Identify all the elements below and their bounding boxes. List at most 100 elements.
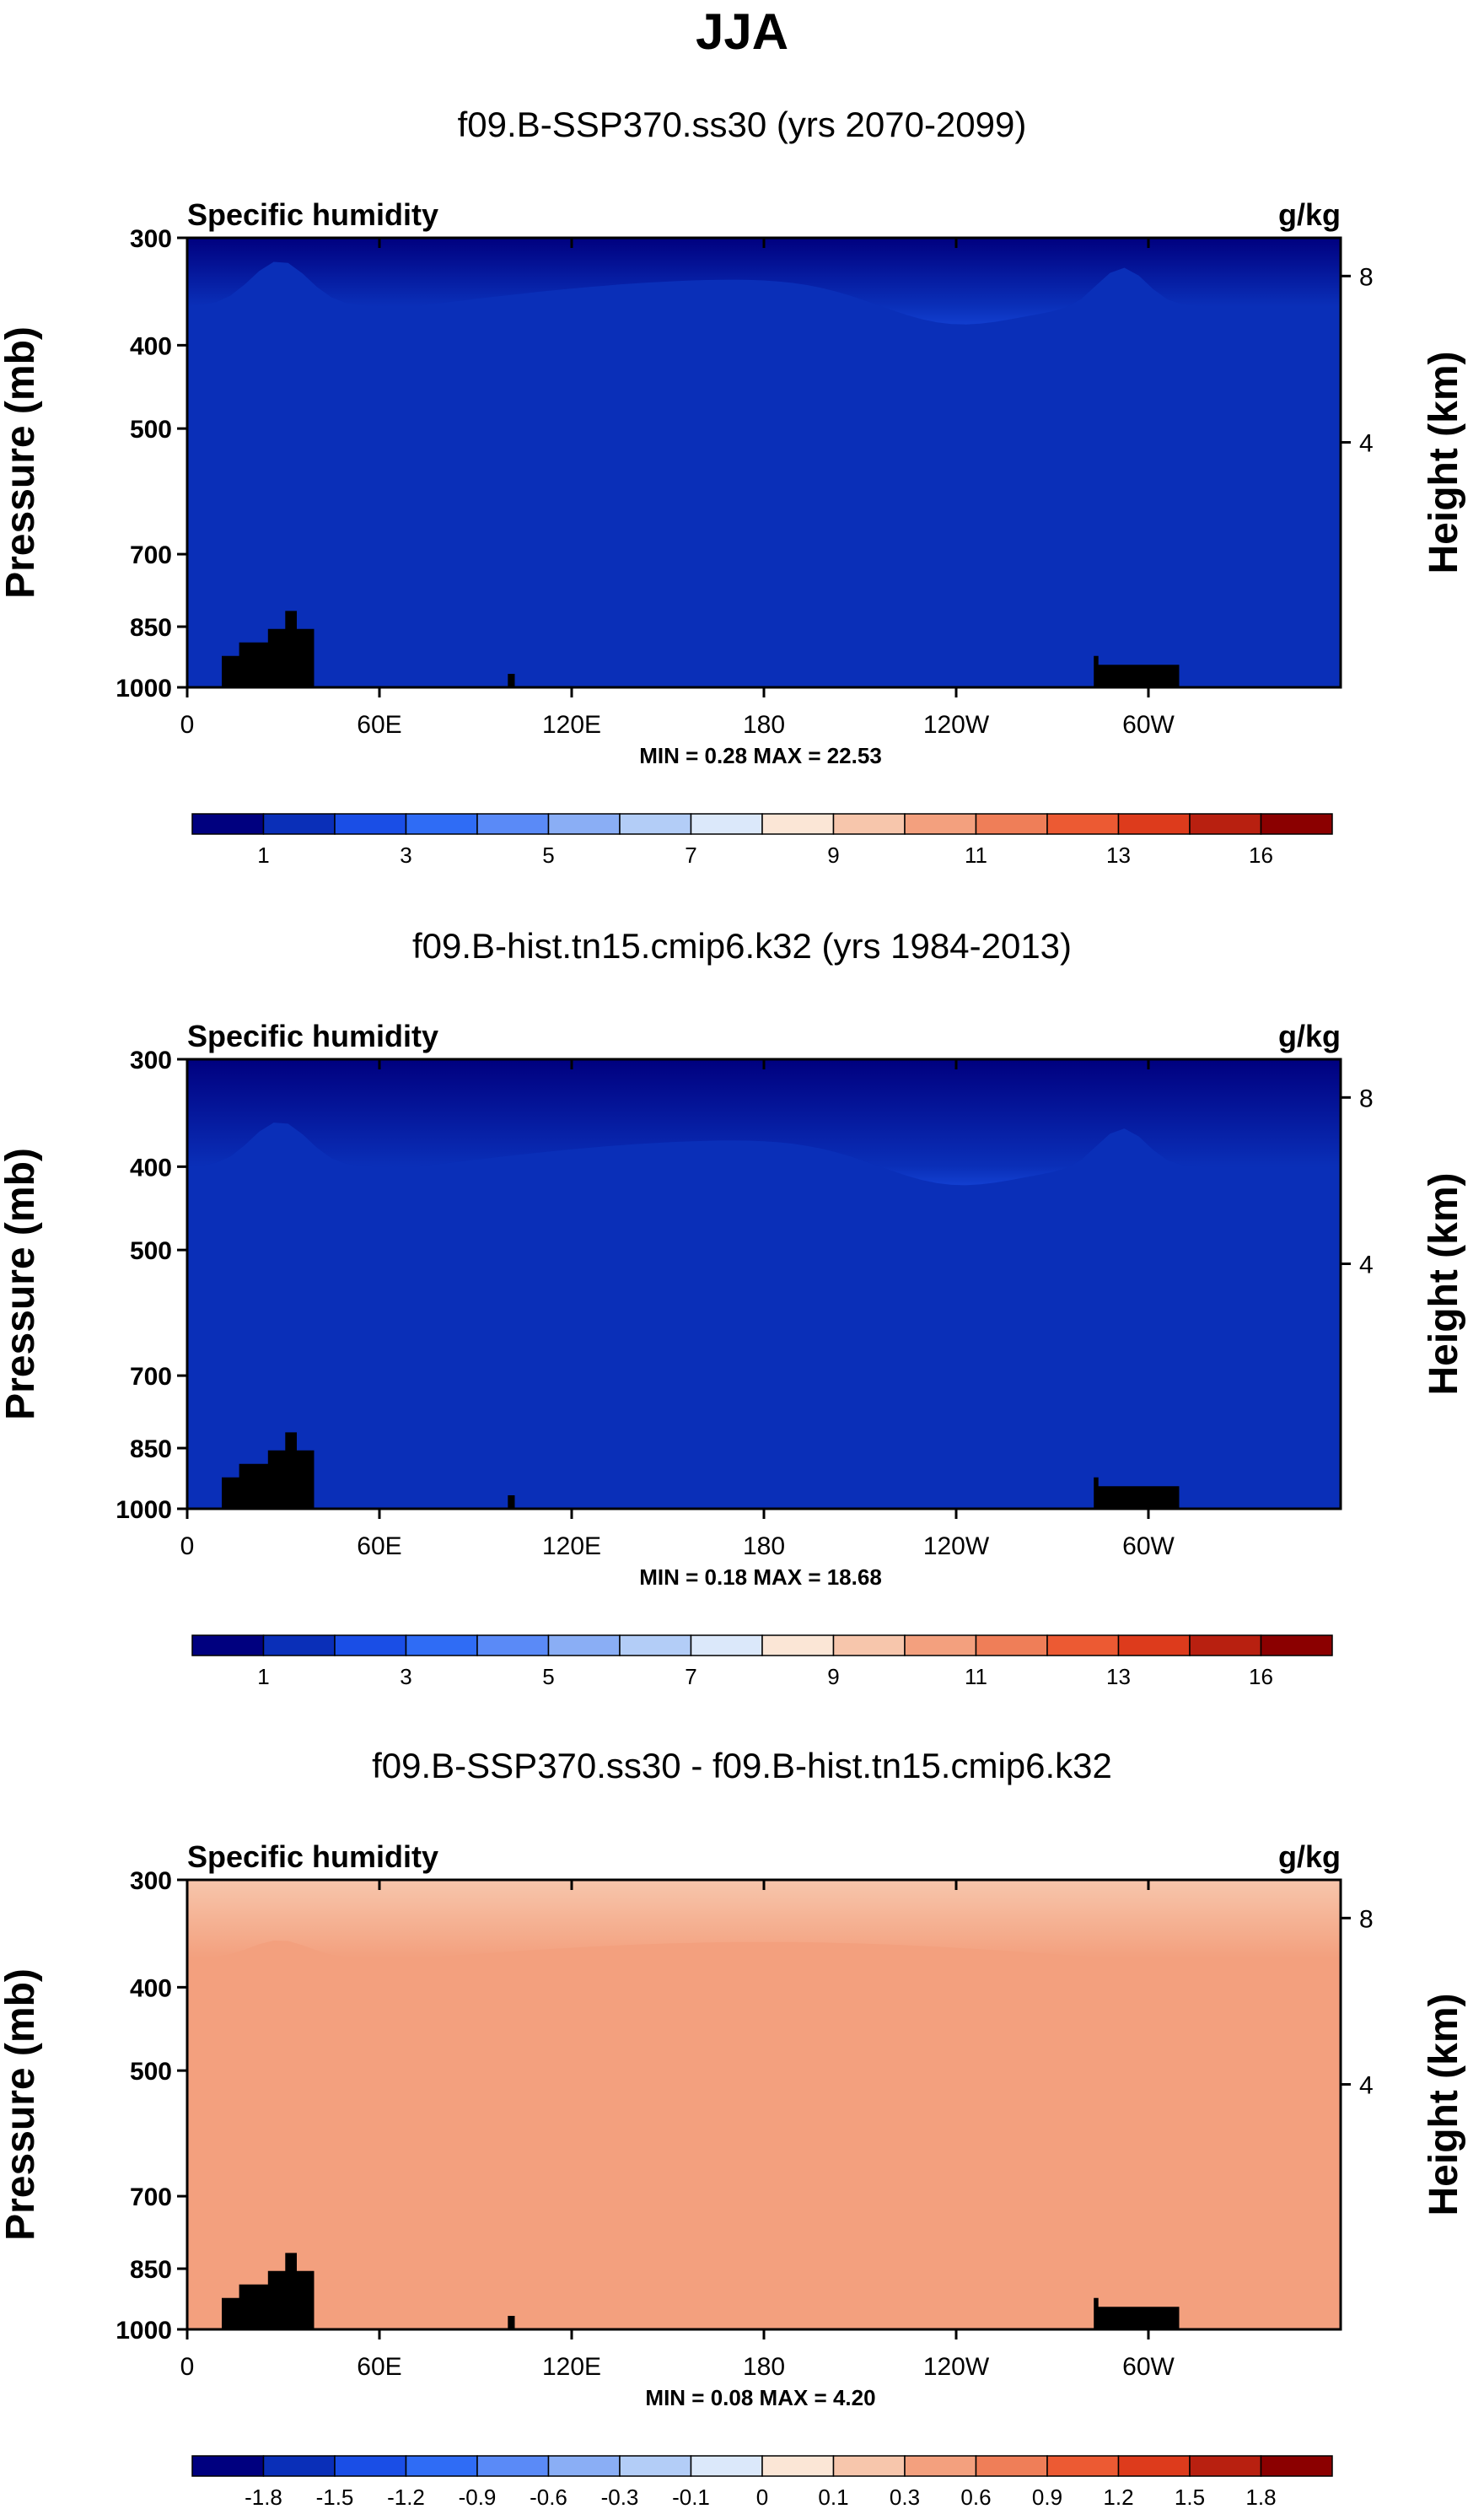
y-right-tick-label: 8 xyxy=(1359,1085,1374,1112)
x-tick-label: 60W xyxy=(1122,711,1175,739)
colorbar-box xyxy=(1046,813,1120,835)
y-axis-label: Pressure (mb) xyxy=(0,1148,43,1420)
x-tick-label: 60E xyxy=(357,1532,401,1560)
colorbar-box xyxy=(547,1634,621,1656)
units-label: g/kg xyxy=(1278,197,1341,232)
y-tick-label: 700 xyxy=(130,2183,172,2211)
contour-field xyxy=(187,1880,1341,2329)
y-right-axis-label: Height (km) xyxy=(1422,1994,1466,2216)
colorbar-label: 5 xyxy=(542,1664,554,1689)
min-max-stats: MIN = 0.08 MAX = 4.20 xyxy=(645,2385,875,2410)
colorbar: 1 3 5 7 9 11 13 16 xyxy=(191,1634,1333,1689)
units-label: g/kg xyxy=(1278,1839,1341,1874)
contour-band xyxy=(187,261,1341,687)
colorbar-label: -0.6 xyxy=(530,2485,567,2509)
topography-mask xyxy=(222,2253,315,2329)
x-tick-label: 60W xyxy=(1122,1532,1175,1560)
colorbar-box xyxy=(1046,1634,1120,1656)
colorbar-label: 0.3 xyxy=(890,2485,920,2509)
y-tick-label: 700 xyxy=(130,1363,172,1391)
colorbar-box xyxy=(975,2455,1048,2477)
contour-band xyxy=(187,1941,1341,2329)
colorbar: 1 3 5 7 9 11 13 16 xyxy=(191,813,1333,868)
y-tick-label: 1000 xyxy=(116,1496,172,1524)
colorbar-box xyxy=(547,2455,621,2477)
x-tick-label: 180 xyxy=(743,2353,785,2381)
colorbar-box xyxy=(690,1634,763,1656)
colorbar-label: 7 xyxy=(685,1664,696,1689)
variable-label: Specific humidity xyxy=(187,197,438,232)
y-axis-label: Pressure (mb) xyxy=(0,326,43,599)
y-tick-label: 400 xyxy=(130,1974,172,2002)
colorbar-box xyxy=(476,1634,550,1656)
units-label: g/kg xyxy=(1278,1019,1341,1053)
colorbar-box xyxy=(832,813,906,835)
colorbar-box xyxy=(1260,1634,1333,1656)
colorbar-label: 1 xyxy=(257,843,269,868)
y-right-axis-label: Height (km) xyxy=(1422,352,1466,574)
colorbar-label: 9 xyxy=(827,843,839,868)
colorbar-box xyxy=(1189,1634,1262,1656)
panel-1: f09.B-SSP370.ss30 (yrs 2070-2099) Specifi… xyxy=(0,105,1466,868)
colorbar-box xyxy=(904,1634,977,1656)
contour-field xyxy=(187,238,1341,687)
colorbar-label: -1.5 xyxy=(316,2485,354,2509)
colorbar-label: -1.8 xyxy=(245,2485,282,2509)
y-right-tick-label: 4 xyxy=(1359,1252,1374,1279)
colorbar-label: 1.5 xyxy=(1175,2485,1205,2509)
colorbar: -1.8 -1.5 -1.2 -0.9 -0.6 -0.3 -0.1 0 0.1 0.3 0.6 0.… xyxy=(191,2455,1333,2509)
colorbar-box xyxy=(334,1634,407,1656)
colorbar-box xyxy=(262,2455,336,2477)
topography-mask xyxy=(1094,2297,1180,2329)
colorbar-box xyxy=(334,813,407,835)
colorbar-box xyxy=(191,813,265,835)
topography-mask xyxy=(508,674,515,687)
colorbar-box xyxy=(1260,813,1333,835)
colorbar-box xyxy=(1260,2455,1333,2477)
y-tick-label: 300 xyxy=(130,1867,172,1895)
topography-mask xyxy=(1094,1477,1180,1509)
topography-mask xyxy=(1094,655,1180,687)
topography-mask xyxy=(222,1432,315,1509)
colorbar-label: -0.1 xyxy=(672,2485,710,2509)
colorbar-box xyxy=(761,1634,835,1656)
colorbar-box xyxy=(832,1634,906,1656)
colorbar-label: 3 xyxy=(400,843,411,868)
colorbar-box xyxy=(619,813,692,835)
colorbar-box xyxy=(334,2455,407,2477)
topography-mask xyxy=(508,1495,515,1509)
colorbar-box xyxy=(1117,2455,1191,2477)
colorbar-label: 0.9 xyxy=(1032,2485,1062,2509)
colorbar-box xyxy=(904,813,977,835)
colorbar-box xyxy=(975,813,1048,835)
y-tick-label: 850 xyxy=(130,614,172,642)
panel-3: f09.B-SSP370.ss30 - f09.B-hist.tn15.cmip… xyxy=(0,1746,1466,2509)
colorbar-label: 13 xyxy=(1106,1664,1131,1689)
y-tick-label: 1000 xyxy=(116,675,172,703)
colorbar-box xyxy=(476,813,550,835)
panel-title: f09.B-SSP370.ss30 (yrs 2070-2099) xyxy=(458,105,1027,144)
panel-title: f09.B-SSP370.ss30 - f09.B-hist.tn15.cmip… xyxy=(372,1746,1112,1785)
colorbar-box xyxy=(690,2455,763,2477)
y-tick-label: 500 xyxy=(130,1237,172,1265)
colorbar-label: 7 xyxy=(685,843,696,868)
colorbar-box xyxy=(832,2455,906,2477)
y-tick-label: 400 xyxy=(130,1154,172,1182)
y-right-axis-label: Height (km) xyxy=(1422,1173,1466,1396)
variable-label: Specific humidity xyxy=(187,1019,438,1053)
colorbar-box xyxy=(975,1634,1048,1656)
colorbar-box xyxy=(690,813,763,835)
topography-mask xyxy=(222,611,315,687)
colorbar-box xyxy=(761,2455,835,2477)
y-right-tick-label: 4 xyxy=(1359,430,1374,458)
colorbar-box xyxy=(1117,1634,1191,1656)
colorbar-box xyxy=(619,1634,692,1656)
colorbar-box xyxy=(1189,2455,1262,2477)
colorbar-label: 16 xyxy=(1249,843,1273,868)
y-right-tick-label: 4 xyxy=(1359,2072,1374,2100)
colorbar-box xyxy=(405,1634,478,1656)
colorbar-box xyxy=(904,2455,977,2477)
colorbar-label: 1.2 xyxy=(1103,2485,1133,2509)
x-tick-label: 180 xyxy=(743,1532,785,1560)
